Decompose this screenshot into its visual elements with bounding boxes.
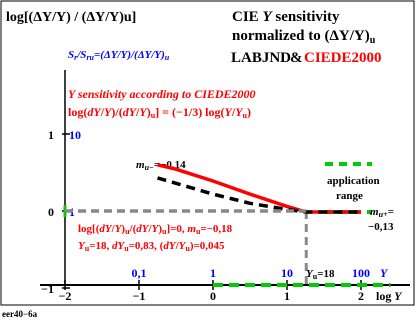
- y-tick-label: 1: [48, 128, 54, 142]
- y-axis-title: log[(ΔY/Y) / (ΔY/Y)u]: [6, 10, 136, 25]
- legend-amp: &: [290, 50, 303, 66]
- legend-labjnd: LABJND: [231, 50, 291, 66]
- red-annotation-line1: Y sensitivity according to CIEDE2000: [68, 87, 256, 101]
- formula-line2: Yu=18, dYu=0,83, (dY/Yu)=0,045: [78, 240, 225, 253]
- secondary-x-tick-label: 0,1: [132, 266, 147, 280]
- x-axis-label: log Y: [376, 289, 403, 303]
- x-tick-label: −2: [59, 289, 72, 303]
- x-tick-label: 1: [284, 289, 290, 303]
- secondary-x-axis-label: Y: [380, 266, 389, 280]
- x-tick-label: 0: [210, 289, 216, 303]
- application-label-line1: application: [327, 175, 380, 187]
- series-layer: [65, 165, 361, 212]
- secondary-x-tick-label: 100: [352, 266, 370, 280]
- m-plus-label: mu+=: [370, 206, 394, 219]
- x-tick-label: 2: [358, 289, 364, 303]
- outer-frame: [1, 1, 414, 305]
- m-plus-value: −0,13: [368, 221, 394, 233]
- footer-code: eer40−6a: [2, 309, 38, 319]
- secondary-y-tick-label: 10: [69, 128, 81, 142]
- y-tick-label: −1: [41, 282, 54, 296]
- secondary-x-tick-label: 1: [210, 266, 216, 280]
- formula-line1: log[(dY/Y)u/(dY/Y)u]=0, mu=−0,18: [78, 223, 233, 236]
- secondary-x-tick-label: 10: [281, 266, 293, 280]
- application-label-line2: range: [336, 190, 363, 202]
- sr-ratio-label: Sr/Sru=(ΔY/Y)/(ΔY/Y)u: [68, 49, 170, 62]
- x-tick-label: −1: [133, 289, 146, 303]
- yu-label: Yu=18: [306, 268, 335, 281]
- red-annotation-line2: log(dY/Y)/(dY/Y)u] = (−1/3) log(Y/Yu): [68, 105, 251, 120]
- y-tick-label: 0: [48, 205, 54, 219]
- chart-title-line2: normalized to (ΔY/Y)u: [232, 28, 376, 46]
- legend-ciede2000: CIEDE2000: [304, 50, 382, 66]
- chart-title-line1: CIE Y sensitivity: [232, 9, 340, 25]
